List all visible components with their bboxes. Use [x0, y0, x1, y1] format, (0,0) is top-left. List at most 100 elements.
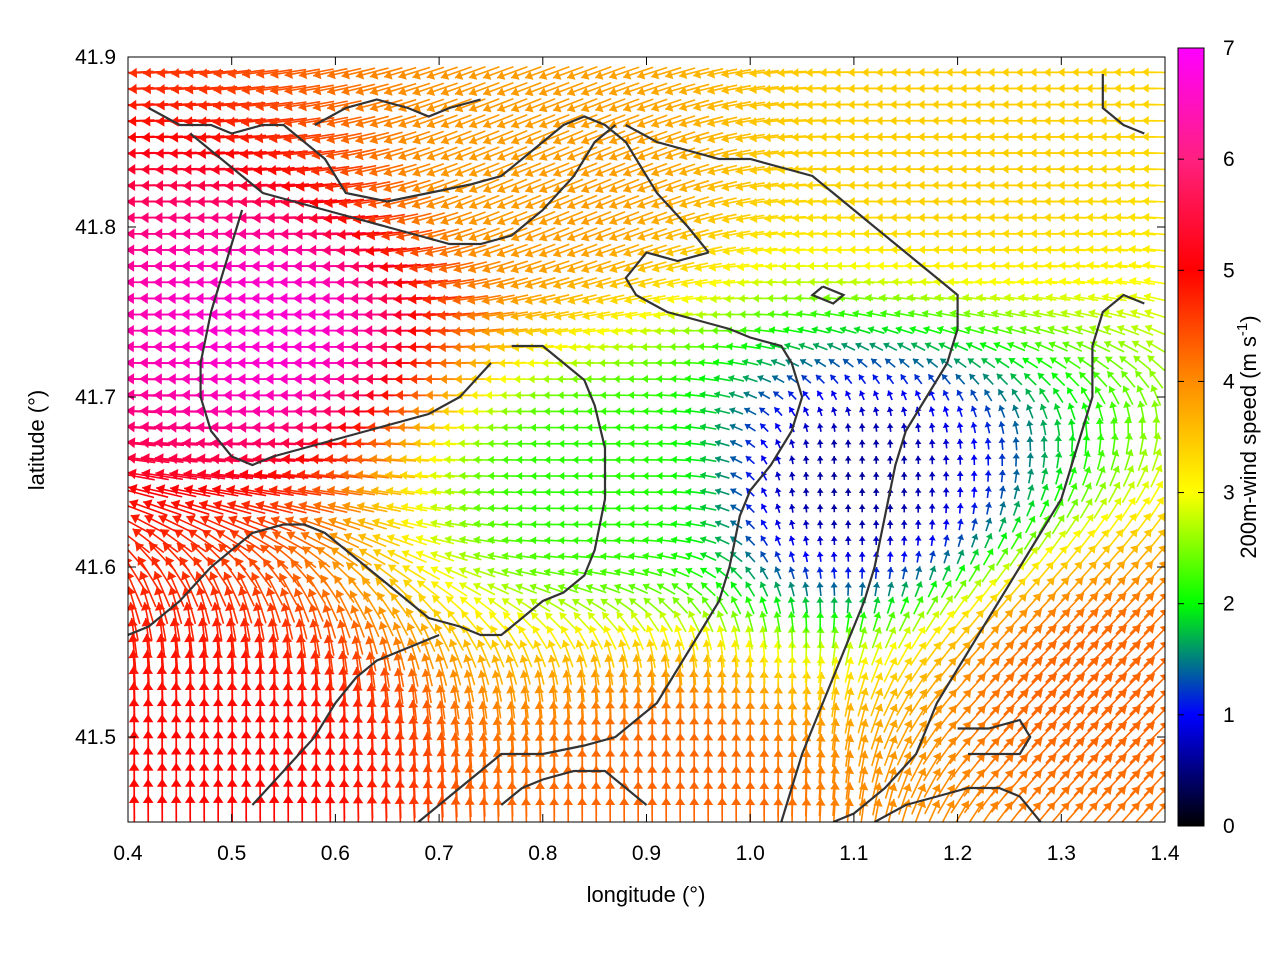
wind-arrow	[1055, 452, 1063, 469]
wind-arrow	[942, 374, 950, 384]
wind-arrow	[1012, 389, 1020, 402]
wind-arrow	[743, 375, 758, 382]
wind-arrow	[913, 359, 924, 368]
wind-arrow	[699, 375, 717, 383]
wind-arrow	[1083, 435, 1091, 454]
wind-arrow	[982, 564, 994, 582]
wind-arrow	[887, 440, 894, 448]
wind-arrow	[901, 536, 908, 545]
wind-arrow	[971, 471, 978, 481]
wind-arrow	[929, 439, 936, 448]
wind-arrow	[685, 440, 703, 448]
wind-arrow	[1039, 388, 1048, 402]
wind-arrow	[774, 641, 783, 666]
wind-arrow	[1142, 164, 1170, 173]
wind-arrow	[830, 798, 840, 832]
wind-arrow	[700, 472, 716, 480]
wind-arrow	[1054, 420, 1062, 436]
wind-arrow	[1027, 469, 1034, 484]
wind-arrow	[803, 536, 810, 545]
wind-arrow	[1095, 387, 1105, 404]
wind-arrow	[915, 456, 922, 464]
wind-arrow	[715, 552, 729, 561]
wind-arrow	[873, 375, 880, 384]
x-tick-label: 1.1	[839, 842, 868, 865]
wind-arrow	[1026, 516, 1036, 533]
wind-arrow	[1142, 132, 1170, 141]
wind-arrow	[800, 359, 812, 367]
wind-arrow	[761, 536, 768, 546]
wind-arrow	[998, 389, 1006, 401]
wind-arrow	[701, 583, 715, 596]
wind-arrow	[884, 720, 898, 749]
wind-arrow	[1026, 437, 1033, 451]
wind-arrow	[859, 488, 866, 496]
wind-arrow	[1041, 484, 1049, 500]
x-tick-label: 1.2	[943, 842, 972, 865]
wind-arrow	[700, 456, 716, 464]
x-tick-label: 0.9	[632, 842, 661, 865]
wind-arrow	[644, 598, 661, 613]
wind-arrow	[999, 470, 1006, 482]
wind-arrow	[929, 566, 936, 580]
wind-arrow	[985, 438, 992, 449]
wind-arrow	[746, 536, 755, 545]
wind-arrow	[897, 342, 911, 350]
wind-arrow	[789, 407, 795, 416]
wind-arrow	[1064, 357, 1081, 368]
wind-arrow	[969, 564, 980, 581]
wind-arrow	[985, 454, 992, 465]
wind-arrow	[943, 455, 950, 464]
wind-arrow	[746, 520, 755, 529]
wind-arrow	[831, 582, 838, 595]
wind-arrow	[884, 343, 897, 351]
wind-arrow	[789, 472, 796, 480]
wind-arrow	[1067, 403, 1075, 420]
wind-arrow	[789, 536, 796, 546]
wind-arrow	[831, 488, 838, 496]
wind-arrow	[956, 565, 965, 581]
wind-arrow	[901, 582, 908, 597]
wind-arrow	[885, 736, 898, 766]
wind-arrow	[1026, 389, 1035, 402]
wind-arrow	[685, 391, 703, 399]
colorbar-tick-label: 5	[1223, 259, 1235, 282]
wind-arrow	[771, 359, 785, 366]
wind-arrow	[845, 391, 851, 400]
wind-arrow	[910, 326, 927, 334]
wind-arrow	[915, 536, 922, 546]
wind-arrow	[929, 504, 936, 513]
wind-arrow	[910, 705, 927, 732]
wind-arrow	[873, 488, 880, 496]
wind-arrow	[901, 391, 907, 400]
wind-arrow	[887, 407, 894, 416]
y-tick-label: 41.8	[75, 216, 116, 239]
wind-arrow	[925, 800, 940, 830]
wind-arrow	[896, 326, 913, 333]
wind-arrow	[859, 582, 866, 596]
colorbar-tick-label: 4	[1223, 370, 1235, 393]
wind-arrow	[857, 359, 867, 367]
wind-arrow	[871, 704, 883, 733]
wind-arrow	[775, 472, 782, 481]
wind-arrow	[871, 359, 881, 367]
wind-arrow	[1136, 386, 1146, 406]
wind-arrow	[758, 375, 771, 382]
wind-arrow	[817, 423, 824, 431]
wind-arrow	[729, 407, 743, 414]
wind-arrow	[897, 705, 913, 733]
wind-arrow	[887, 391, 893, 400]
wind-arrow	[731, 504, 742, 511]
wind-arrow	[943, 504, 950, 513]
wind-arrow	[1040, 500, 1049, 517]
wind-arrow	[816, 375, 824, 383]
wind-arrow	[817, 567, 824, 579]
wind-arrow	[746, 472, 754, 480]
wind-arrow	[859, 521, 866, 529]
wind-arrow	[322, 589, 338, 621]
wind-arrow	[953, 342, 968, 350]
wind-arrow	[1013, 453, 1020, 466]
wind-arrow	[1041, 452, 1049, 467]
wind-arrow	[831, 552, 838, 562]
wind-arrow	[784, 342, 800, 349]
